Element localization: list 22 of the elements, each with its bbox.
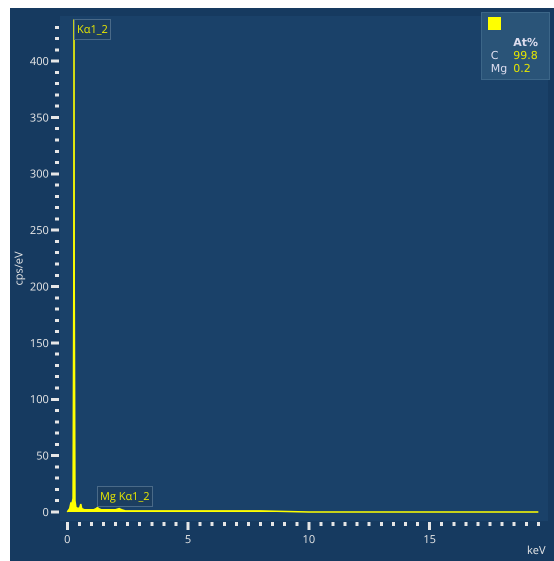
y-tick-label: 50 [36, 448, 49, 464]
annotation: At% [512, 36, 539, 49]
y-tick-label: 250 [30, 223, 49, 238]
annotation: Kα1_2 [77, 22, 108, 37]
annotation: Mg Kα1_2 [100, 489, 150, 504]
annotation: 99.8 [512, 49, 539, 62]
y-axis-title: cps/eV [12, 251, 27, 286]
annotation: Mg [490, 62, 508, 75]
y-tick-label: 0 [42, 504, 49, 520]
x-tick-label: 15 [423, 532, 436, 548]
y-tick-label: 150 [30, 336, 49, 351]
y-tick-label: 350 [30, 110, 49, 126]
x-tick-label: 5 [184, 532, 192, 548]
annotation: 0.2 [512, 62, 532, 75]
annotation: C [490, 49, 500, 62]
x-axis-title: keV [527, 543, 546, 558]
y-tick-label: 400 [30, 54, 49, 69]
x-tick-label: 10 [302, 532, 316, 548]
x-tick-label: 0 [64, 532, 70, 548]
y-tick-label: 100 [30, 392, 49, 408]
y-tick-label: 300 [30, 166, 49, 182]
y-tick-label: 200 [30, 279, 49, 294]
